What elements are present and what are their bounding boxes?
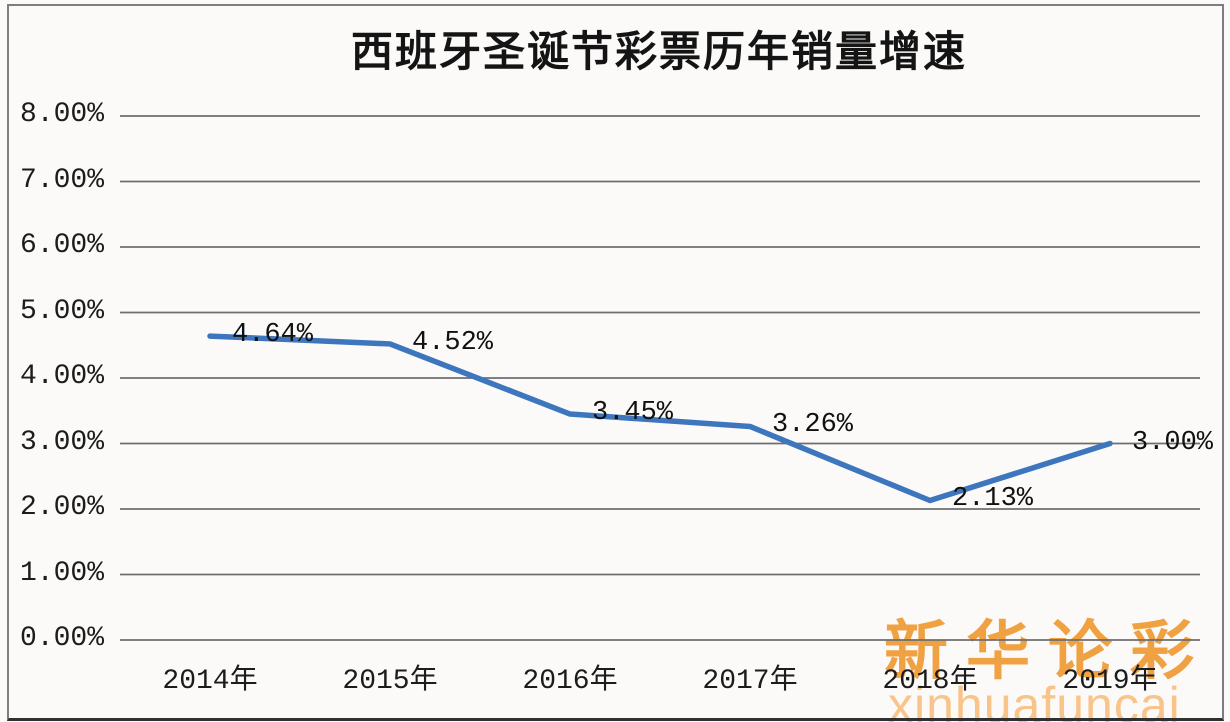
- x-axis-tick-label: 2018年: [882, 666, 978, 697]
- x-axis-tick-label: 2015年: [342, 666, 438, 697]
- y-axis-tick-label: 2.00%: [19, 492, 104, 523]
- y-axis-tick-label: 5.00%: [19, 295, 104, 327]
- data-label: 3.26%: [772, 410, 854, 441]
- y-axis-tick-label: 8.00%: [19, 99, 104, 130]
- y-axis-tick-label: 7.00%: [19, 164, 104, 196]
- x-axis-tick-label: 2019年: [1062, 666, 1158, 697]
- y-axis-tick-label: 0.00%: [19, 623, 104, 654]
- watermark-latin-text: xinhuafuncai: [888, 677, 1181, 722]
- data-label: 4.52%: [412, 327, 494, 358]
- data-label: 4.64%: [232, 320, 314, 351]
- x-axis-tick-label: 2016年: [522, 666, 618, 697]
- y-axis-tick-label: 6.00%: [19, 230, 104, 261]
- data-label: 3.00%: [1132, 427, 1214, 458]
- data-label: 2.13%: [952, 484, 1034, 515]
- data-label: 3.45%: [592, 398, 674, 429]
- x-axis-tick-label: 2017年: [702, 666, 798, 697]
- series-line: [207, 333, 1113, 504]
- y-axis-tick-label: 4.00%: [19, 361, 104, 392]
- watermark-cjk-text: 新华论彩: [884, 615, 1212, 687]
- y-axis-tick-label: 3.00%: [19, 426, 104, 458]
- x-axis-tick-label: 2014年: [162, 666, 258, 697]
- chart-title: 西班牙圣诞节彩票历年销量增速: [350, 30, 967, 76]
- y-axis-tick-label: 1.00%: [19, 557, 104, 589]
